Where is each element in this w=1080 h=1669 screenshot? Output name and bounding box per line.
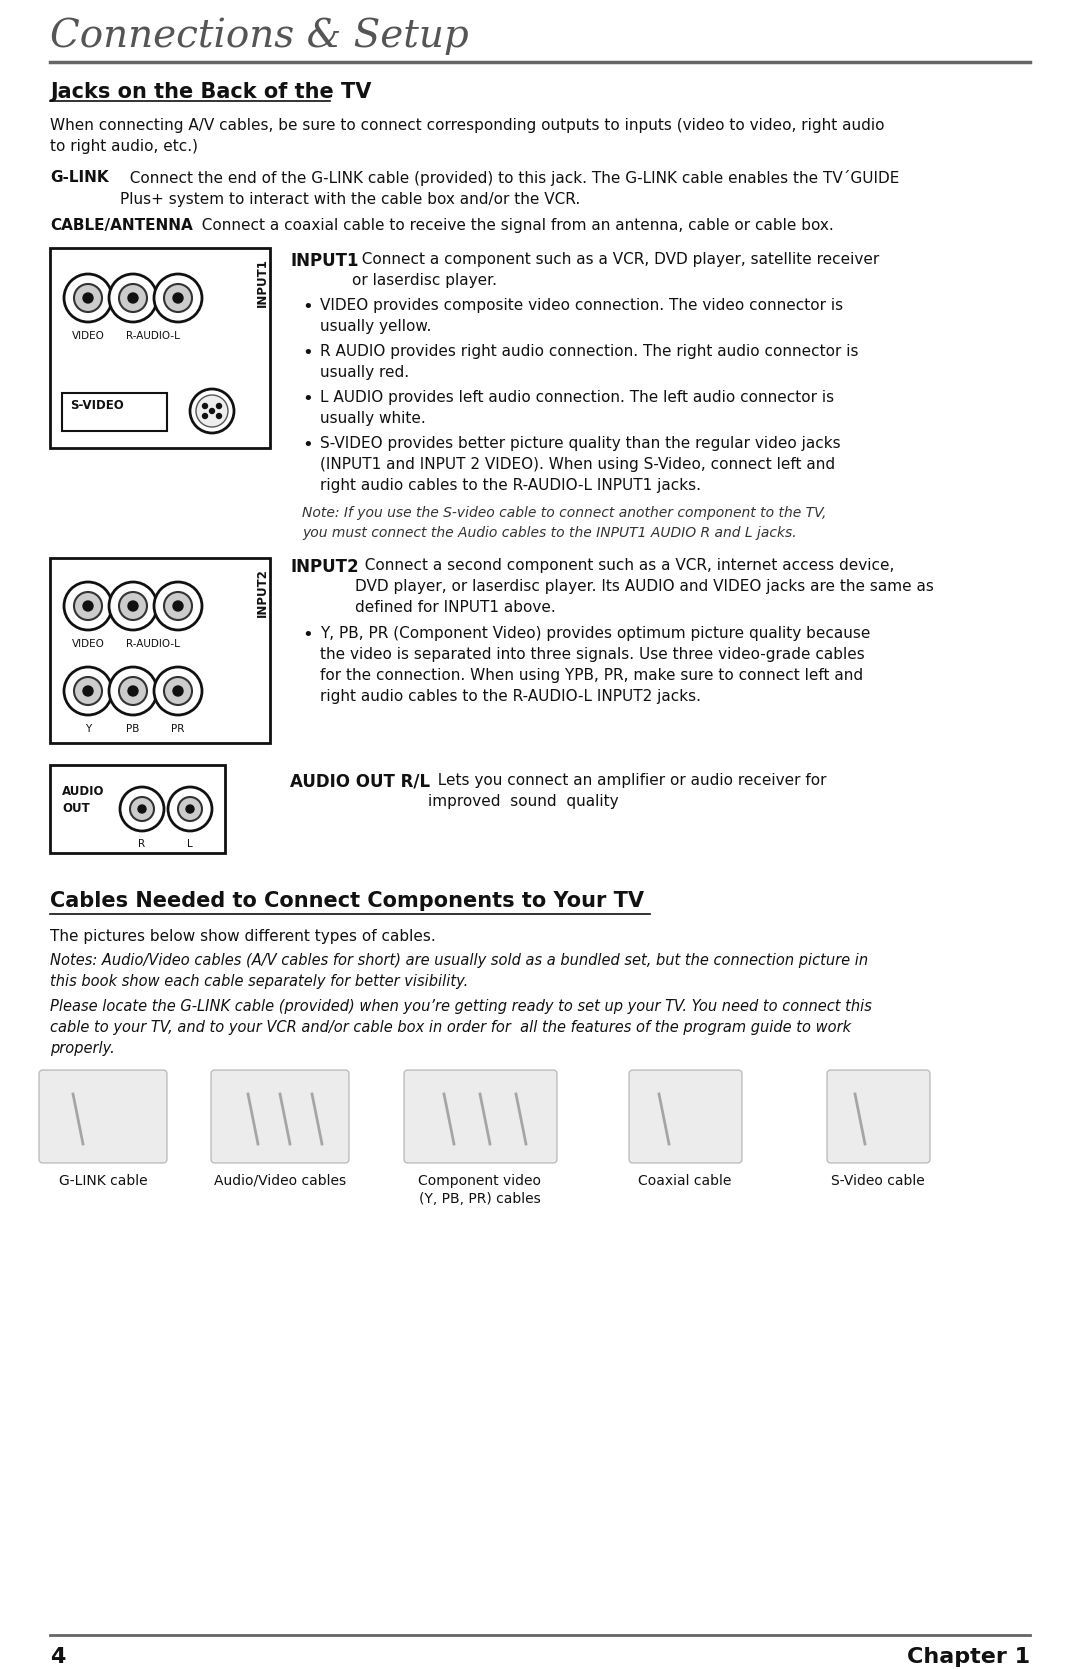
Text: R-AUDIO-L: R-AUDIO-L [126, 639, 180, 649]
Text: R-AUDIO-L: R-AUDIO-L [126, 330, 180, 340]
Text: Connect a coaxial cable to receive the signal from an antenna, cable or cable bo: Connect a coaxial cable to receive the s… [192, 219, 834, 234]
Circle shape [210, 409, 215, 414]
Circle shape [195, 396, 228, 427]
Circle shape [173, 686, 183, 696]
Circle shape [129, 601, 138, 611]
Text: Connect the end of the G-LINK cable (provided) to this jack. The G-LINK cable en: Connect the end of the G-LINK cable (pro… [120, 170, 900, 207]
Text: Note: If you use the S-video cable to connect another component to the TV,
you m: Note: If you use the S-video cable to co… [302, 506, 826, 539]
Circle shape [83, 601, 93, 611]
Circle shape [75, 678, 102, 704]
Bar [50, 764, 225, 853]
Circle shape [216, 404, 221, 409]
Text: L: L [187, 840, 193, 850]
Text: 4: 4 [50, 1647, 66, 1667]
Circle shape [178, 798, 202, 821]
Text: Notes: Audio/Video cables (A/V cables for short) are usually sold as a bundled s: Notes: Audio/Video cables (A/V cables fo… [50, 953, 868, 990]
FancyBboxPatch shape [211, 1070, 349, 1163]
Circle shape [64, 668, 112, 714]
Text: •: • [302, 299, 313, 315]
FancyBboxPatch shape [827, 1070, 930, 1163]
Text: Chapter 1: Chapter 1 [907, 1647, 1030, 1667]
Circle shape [203, 414, 207, 419]
Circle shape [186, 804, 194, 813]
Circle shape [130, 798, 154, 821]
Circle shape [129, 294, 138, 304]
Text: AUDIO
OUT: AUDIO OUT [62, 784, 105, 814]
Text: •: • [302, 436, 313, 454]
Text: •: • [302, 626, 313, 644]
Circle shape [203, 404, 207, 409]
Circle shape [119, 678, 147, 704]
Bar [50, 557, 270, 743]
Text: S-VIDEO: S-VIDEO [70, 399, 124, 412]
Circle shape [75, 284, 102, 312]
Circle shape [154, 582, 202, 629]
Text: VIDEO: VIDEO [71, 330, 105, 340]
Circle shape [190, 389, 234, 432]
Circle shape [154, 668, 202, 714]
Text: S-VIDEO provides better picture quality than the regular video jacks
(INPUT1 and: S-VIDEO provides better picture quality … [320, 436, 840, 492]
Circle shape [154, 274, 202, 322]
Text: Jacks on the Back of the TV: Jacks on the Back of the TV [50, 82, 372, 102]
Text: •: • [302, 391, 313, 407]
Circle shape [138, 804, 146, 813]
Text: Y, PB, PR (Component Video) provides optimum picture quality because
the video i: Y, PB, PR (Component Video) provides opt… [320, 626, 870, 704]
Text: Coaxial cable: Coaxial cable [638, 1173, 731, 1188]
Circle shape [119, 592, 147, 619]
Text: Connect a component such as a VCR, DVD player, satellite receiver
or laserdisc p: Connect a component such as a VCR, DVD p… [352, 252, 879, 289]
Circle shape [83, 294, 93, 304]
Text: S-Video cable: S-Video cable [832, 1173, 924, 1188]
Text: CABLE/ANTENNA: CABLE/ANTENNA [50, 219, 192, 234]
Circle shape [173, 294, 183, 304]
Text: Cables Needed to Connect Components to Your TV: Cables Needed to Connect Components to Y… [50, 891, 644, 911]
Text: VIDEO: VIDEO [71, 639, 105, 649]
Text: Audio/Video cables: Audio/Video cables [214, 1173, 346, 1188]
FancyBboxPatch shape [629, 1070, 742, 1163]
Text: AUDIO OUT R/L: AUDIO OUT R/L [291, 773, 430, 791]
Text: R AUDIO provides right audio connection. The right audio connector is
usually re: R AUDIO provides right audio connection.… [320, 344, 859, 381]
Circle shape [164, 284, 192, 312]
Circle shape [109, 668, 157, 714]
Text: Lets you connect an amplifier or audio receiver for
improved  sound  quality: Lets you connect an amplifier or audio r… [428, 773, 826, 809]
Circle shape [173, 601, 183, 611]
Circle shape [164, 678, 192, 704]
Text: Connect a second component such as a VCR, internet access device,
DVD player, or: Connect a second component such as a VCR… [355, 557, 934, 614]
Text: VIDEO provides composite video connection. The video connector is
usually yellow: VIDEO provides composite video connectio… [320, 299, 843, 334]
Circle shape [164, 592, 192, 619]
Circle shape [129, 686, 138, 696]
Circle shape [109, 274, 157, 322]
Text: Component video
(Y, PB, PR) cables: Component video (Y, PB, PR) cables [419, 1173, 541, 1207]
FancyBboxPatch shape [404, 1070, 557, 1163]
Circle shape [119, 284, 147, 312]
Text: •: • [302, 344, 313, 362]
Bar [50, 249, 270, 447]
Circle shape [64, 274, 112, 322]
Circle shape [64, 582, 112, 629]
Text: Connections & Setup: Connections & Setup [50, 18, 469, 55]
Circle shape [83, 686, 93, 696]
Circle shape [216, 414, 221, 419]
Text: When connecting A/V cables, be sure to connect corresponding outputs to inputs (: When connecting A/V cables, be sure to c… [50, 118, 885, 154]
Text: Please locate the G-LINK cable (provided) when you’re getting ready to set up yo: Please locate the G-LINK cable (provided… [50, 1000, 872, 1056]
Text: PR: PR [172, 724, 185, 734]
Bar [62, 392, 167, 431]
Text: PB: PB [126, 724, 139, 734]
Circle shape [75, 592, 102, 619]
Circle shape [109, 582, 157, 629]
Text: R: R [138, 840, 146, 850]
Circle shape [168, 788, 212, 831]
Text: Y: Y [85, 724, 91, 734]
Circle shape [120, 788, 164, 831]
Text: L AUDIO provides left audio connection. The left audio connector is
usually whit: L AUDIO provides left audio connection. … [320, 391, 834, 426]
Text: INPUT2: INPUT2 [291, 557, 359, 576]
Text: INPUT1: INPUT1 [291, 252, 359, 270]
Text: The pictures below show different types of cables.: The pictures below show different types … [50, 930, 435, 945]
Text: INPUT1: INPUT1 [256, 259, 269, 307]
Text: G-LINK cable: G-LINK cable [58, 1173, 147, 1188]
Text: G-LINK: G-LINK [50, 170, 109, 185]
Text: INPUT2: INPUT2 [256, 567, 269, 618]
FancyBboxPatch shape [39, 1070, 167, 1163]
